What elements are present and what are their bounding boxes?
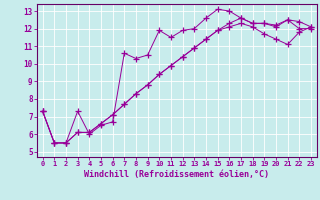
X-axis label: Windchill (Refroidissement éolien,°C): Windchill (Refroidissement éolien,°C) <box>84 170 269 179</box>
